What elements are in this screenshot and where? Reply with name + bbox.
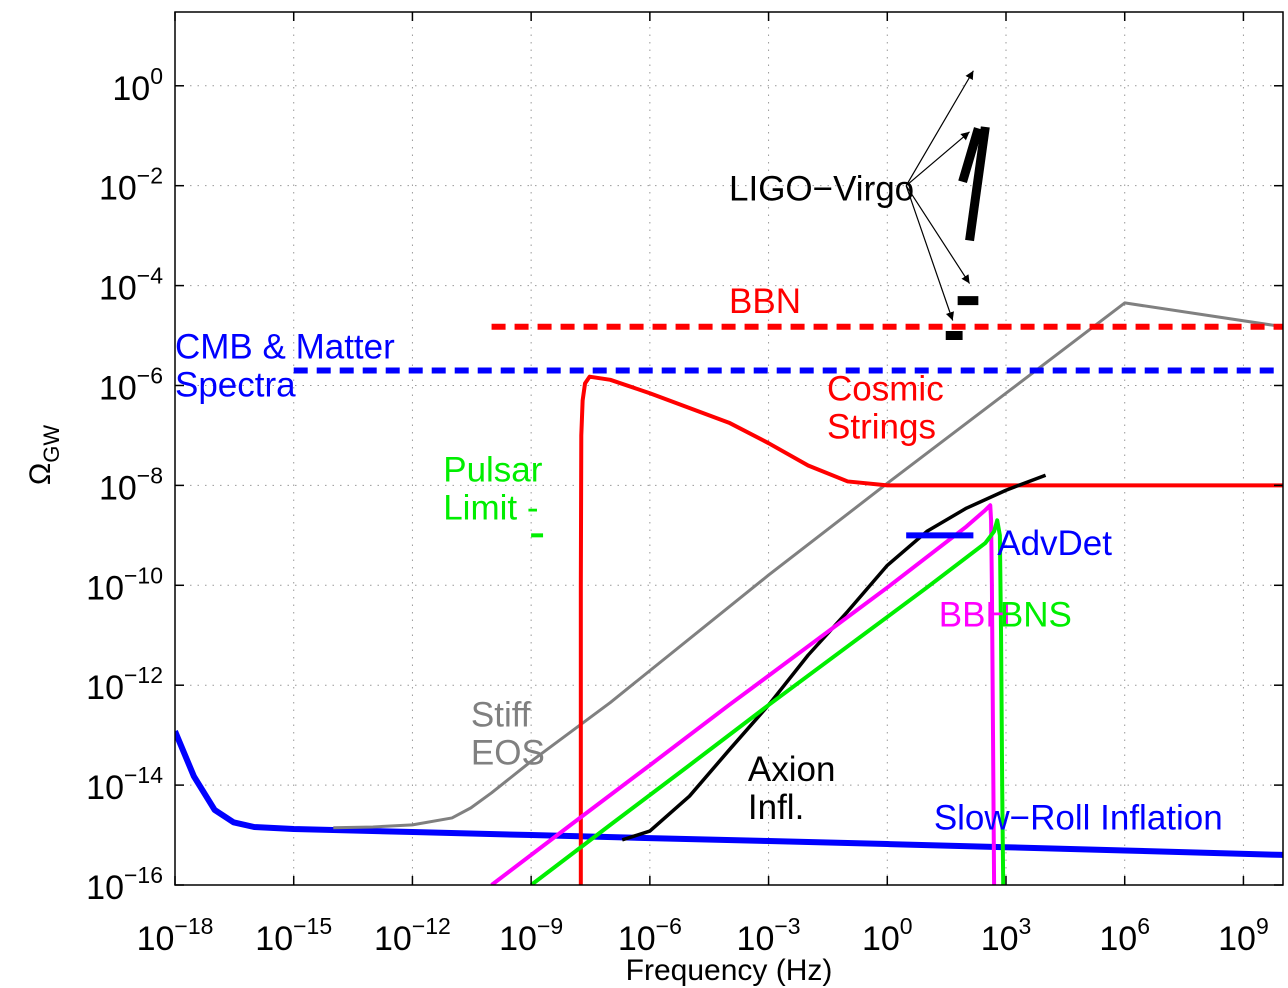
y-tick-label-3: 10−10	[86, 562, 163, 607]
ligo-virgo-limit-1	[958, 127, 983, 184]
annotation-bbn-line-0: BBN	[729, 282, 801, 321]
ligo-arrow-1	[905, 131, 970, 187]
annotation-advdet: AdvDet	[997, 524, 1112, 563]
y-axis-label-sub: GW	[39, 425, 64, 463]
annotation-ligo-virgo: LIGO−Virgo	[729, 170, 914, 209]
annotation-pulsar-line-1: Limit -	[443, 488, 538, 527]
annotation-stiff-eos-line-1: EOS	[471, 733, 545, 772]
x-axis-label: Frequency (Hz)	[626, 954, 833, 987]
x-tick-label-9: 109	[1218, 913, 1269, 958]
y-tick-label-4: 10−8	[99, 462, 163, 507]
annotation-stiff-eos-line-0: Stiff	[471, 695, 531, 734]
y-tick-label-0: 10−16	[86, 862, 163, 907]
x-tick-label-0: 10−18	[137, 913, 214, 958]
annotation-axion-line-1: Infl.	[748, 788, 804, 827]
annotation-bbh-line-0: BBH	[939, 595, 1011, 634]
annotation-cosmic-strings-line-0: Cosmic	[827, 370, 944, 409]
series-bbh	[490, 503, 997, 885]
annotation-slow-roll: Slow−Roll Inflation	[934, 798, 1223, 837]
ligo-arrow-3	[905, 185, 954, 321]
y-tick-label-5: 10−6	[99, 362, 163, 407]
y-axis-label: ΩGW	[24, 425, 64, 486]
y-tick-label-8: 100	[112, 63, 163, 108]
series-cosmic-strings	[578, 374, 1283, 885]
annotation-advdet-line-0: AdvDet	[997, 524, 1112, 563]
annotation-bns-line-0: BNS	[1000, 595, 1072, 634]
ligo-arrow-2	[905, 185, 971, 284]
annotation-ligo-virgo-line-0: LIGO−Virgo	[729, 170, 914, 209]
y-axis-label-main: Ω	[24, 463, 57, 485]
annotation-bns: BNS	[1000, 595, 1072, 634]
annotation-slow-roll-line-0: Slow−Roll Inflation	[934, 798, 1223, 837]
y-tick-label-2: 10−12	[86, 662, 163, 707]
annotation-cmb-line-1: Spectra	[175, 365, 296, 404]
x-tick-label-5: 10−3	[737, 913, 801, 958]
annotation-stiff-eos: Stiff EOS	[471, 695, 545, 772]
y-tick-label-6: 10−4	[99, 263, 163, 308]
ligo-virgo-limit-0	[965, 126, 990, 242]
series-stiff-eos	[333, 301, 1283, 830]
y-tick-label-7: 10−2	[99, 163, 163, 208]
y-axis-label-text: ΩGW	[24, 425, 64, 486]
annotation-cosmic-strings: Cosmic Strings	[827, 370, 944, 447]
annotation-pulsar-line-0: Pulsar	[443, 450, 543, 489]
annotation-axion: Axion Infl.	[748, 750, 836, 827]
tick-layer: 10−18 10−15 10−12 10−9 10−6 10−3 100 103 106 109 1…	[86, 12, 1283, 958]
x-tick-label-2: 10−12	[374, 913, 451, 958]
annotation-bbn: BBN	[729, 282, 801, 321]
x-tick-label-6: 100	[862, 913, 913, 958]
series-layer	[175, 126, 1283, 885]
annotation-cosmic-strings-line-1: Strings	[827, 408, 936, 447]
series-slow-roll-inflation	[175, 730, 1283, 858]
x-tick-label-1: 10−15	[255, 913, 332, 958]
x-tick-label-4: 10−6	[618, 913, 682, 958]
x-tick-label-7: 103	[981, 913, 1032, 958]
ligo-arrow-0	[905, 70, 974, 186]
y-tick-label-1: 10−14	[86, 762, 163, 807]
annotation-bbh: BBH	[939, 595, 1011, 634]
annotation-cmb: CMB & Matter Spectra	[175, 327, 395, 404]
series-bns	[529, 518, 1006, 885]
annotation-pulsar: Pulsar Limit -	[443, 450, 543, 527]
plot-frame	[174, 11, 1284, 886]
annotation-cmb-line-0: CMB & Matter	[175, 327, 395, 366]
annotation-axion-line-0: Axion	[748, 750, 836, 789]
x-tick-label-3: 10−9	[499, 913, 563, 958]
x-tick-label-8: 106	[1099, 913, 1150, 958]
